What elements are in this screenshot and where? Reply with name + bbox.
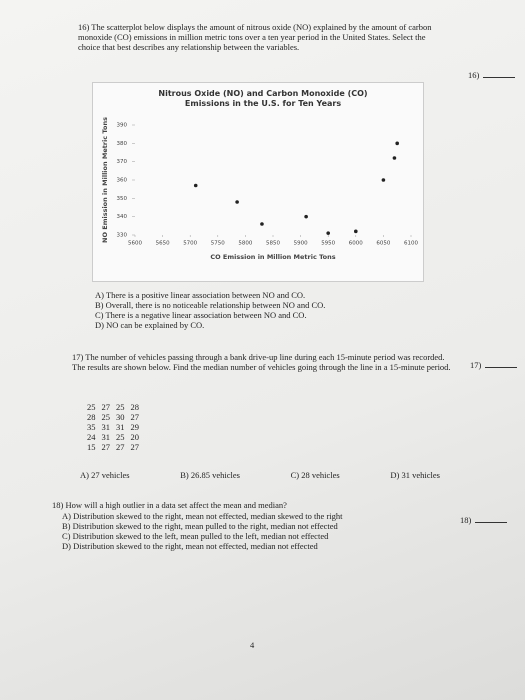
answer-blank: 16) — [468, 70, 515, 80]
table-row: 24 31 25 20 — [84, 432, 142, 442]
point — [392, 156, 397, 160]
x-tick-label: 6000 — [349, 241, 363, 247]
option: A) 27 vehicles — [80, 470, 130, 480]
x-axis-label: CO Emission in Million Metric Tons — [210, 253, 335, 261]
table-cell: 24 — [87, 432, 96, 442]
x-tick-label: 5600 — [128, 241, 142, 247]
data-table: 25 27 25 28 28 25 30 27 35 31 31 29 24 31 25 20 15 27 27 27 — [84, 402, 142, 452]
x-tick-label: 5650 — [156, 241, 170, 247]
option: C) There is a negative linear associatio… — [95, 310, 307, 320]
question-text: 16) The scatterplot below displays the a… — [78, 22, 432, 52]
point — [304, 214, 308, 219]
point — [193, 183, 198, 188]
y-tick-label: 350 — [117, 196, 128, 202]
option: D) NO can be explained by CO. — [95, 320, 205, 330]
x-tick-label: 5700 — [183, 241, 197, 247]
table-cell: 31 — [101, 432, 111, 442]
table-cell: 31 — [101, 422, 111, 432]
question-text: 17) The number of vehicles passing throu… — [72, 352, 451, 372]
option: A) There is a positive linear associatio… — [95, 290, 306, 300]
y-axis-label: NO Emission in Million Metric Tons — [101, 117, 109, 243]
table-cell: 28 — [87, 412, 96, 422]
x-tick-label: 5850 — [266, 241, 280, 247]
table-row: 35 31 31 29 — [84, 422, 142, 432]
x-tick-label: 5800 — [238, 241, 252, 247]
option: D) Distribution skewed to the right, mea… — [62, 541, 318, 551]
point — [326, 231, 330, 235]
option: A) Distribution skewed to the right, mea… — [62, 511, 343, 521]
page-number: 4 — [250, 640, 255, 650]
options: A) 27 vehicles B) 26.85 vehicles C) 28 veh… — [80, 470, 440, 480]
option: C) Distribution skewed to the left, mean… — [62, 531, 329, 541]
option: B) 26.85 vehicles — [180, 470, 240, 480]
y-tick-label: 370 — [117, 159, 128, 165]
y-tick-label: 330 — [117, 233, 128, 239]
x-tick-label: 6050 — [376, 241, 390, 247]
table-row: 25 27 25 28 — [84, 402, 142, 412]
table-cell: 25 — [116, 432, 125, 442]
table-cell: 31 — [116, 422, 125, 432]
table-cell: 25 — [101, 412, 111, 422]
table-cell: 25 — [116, 402, 125, 412]
table-cell: 27 — [116, 442, 125, 452]
point — [235, 200, 239, 204]
x-tick-label: 5950 — [321, 241, 335, 247]
option: B) Distribution skewed to the right, mea… — [62, 521, 338, 531]
point — [381, 178, 386, 182]
options: A) Distribution skewed to the right, mea… — [62, 511, 442, 551]
y-tick-label: 360 — [117, 178, 128, 184]
options: A) There is a positive linear associatio… — [95, 290, 425, 330]
chart-title: Nitrous Oxide (NO) and Carbon Monoxide (… — [158, 89, 368, 108]
table-cell: 27 — [101, 442, 111, 452]
option: C) 28 vehicles — [290, 470, 340, 480]
table-cell: 27 — [130, 442, 140, 452]
chart: Nitrous Oxide (NO) and Carbon Monoxide (… — [92, 82, 424, 282]
answer-blank: 17) — [470, 360, 517, 370]
table-cell: 15 — [87, 442, 96, 452]
table-cell: 25 — [87, 402, 96, 412]
point — [260, 222, 264, 226]
table-cell: 28 — [130, 402, 140, 412]
x-tick-label: 5750 — [211, 241, 225, 247]
table-cell: 35 — [87, 422, 96, 432]
table-cell: 30 — [116, 412, 125, 422]
answer-blank: 18) — [460, 515, 507, 525]
option: B) Overall, there is no noticeable relat… — [95, 300, 326, 310]
table-cell: 27 — [101, 402, 111, 412]
table-row: 15 27 27 27 — [84, 442, 142, 452]
y-tick-label: 340 — [117, 214, 128, 220]
option: D) 31 vehicles — [390, 470, 440, 480]
chart-plot: 330 340 350 360 370 380 390 5600 5650 5700 5750 580… — [101, 117, 418, 261]
table-row: 28 25 30 27 — [84, 412, 142, 422]
x-tick-label: 6100 — [404, 241, 418, 247]
y-tick-label: 380 — [117, 141, 128, 147]
point — [354, 229, 358, 234]
x-tick-label: 5900 — [294, 241, 308, 247]
y-tick-label: 390 — [117, 123, 128, 129]
table-cell: 20 — [130, 432, 140, 442]
point — [395, 141, 400, 146]
table-cell: 29 — [130, 422, 140, 432]
question-text: 18) How will a high outlier in a data se… — [52, 500, 287, 510]
table-cell: 27 — [130, 412, 140, 422]
